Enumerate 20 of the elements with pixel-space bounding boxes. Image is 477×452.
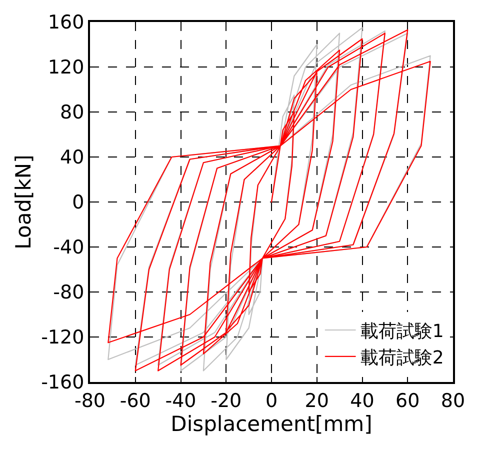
x-tick-label: -40 [165, 390, 196, 412]
y-axis-title: Load[kN] [12, 154, 36, 250]
y-tick-label: 0 [72, 192, 84, 214]
x-tick-label: 20 [304, 390, 329, 412]
x-tick-label: 0 [265, 390, 278, 412]
legend-label: 載荷試験2 [360, 347, 444, 368]
y-tick-label: 120 [48, 56, 84, 79]
y-tick-label: 160 [48, 12, 84, 34]
y-tick-label: -40 [53, 236, 84, 259]
x-axis-title: Displacement[mm] [170, 412, 372, 436]
y-tick-label: 40 [60, 146, 84, 169]
x-tick-label: 60 [396, 390, 420, 412]
y-tick-label: 80 [60, 102, 84, 124]
x-tick-label: 80 [440, 390, 466, 412]
x-tick-label: 40 [350, 390, 374, 412]
y-tick-label: -120 [41, 326, 84, 349]
x-tick-label: -20 [210, 390, 242, 412]
y-tick-label: -80 [53, 282, 84, 304]
x-tick-label: -60 [120, 390, 151, 412]
legend-label: 載荷試験1 [360, 321, 444, 342]
